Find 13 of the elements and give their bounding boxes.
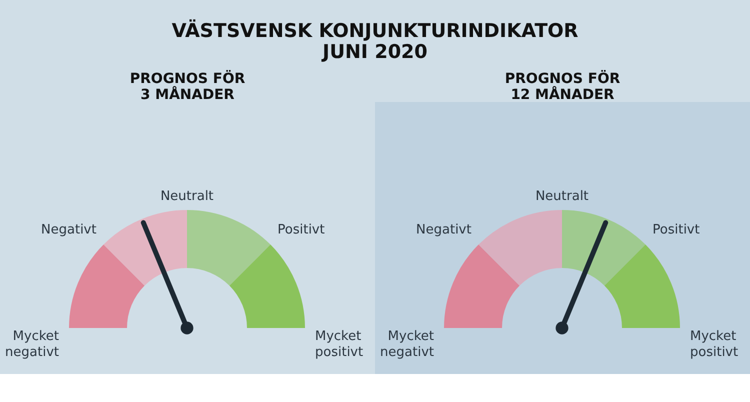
chart-subtitle: PROGNOS FÖR 12 MÅNADER	[504, 70, 620, 103]
slice-label: Mycket negativt	[380, 329, 434, 360]
text: Neutralt	[535, 189, 589, 204]
slice-label: Positivt	[652, 222, 700, 238]
chart-subtitle: PROGNOS FÖR 3 MÅNADER	[130, 70, 246, 103]
slice-label: Mycket negativt	[5, 329, 59, 360]
slice-label: Mycket positivt	[690, 329, 738, 360]
slice-label: Positivt	[278, 222, 325, 238]
slice-label: Negativt	[416, 222, 472, 238]
slice-label: Negativt	[41, 222, 96, 238]
text: Neutralt	[160, 189, 214, 204]
slice-label: Mycket positivt	[315, 329, 364, 360]
chart-title: VÄSTSVENSK KONJUNKTURINDIKATOR JUNI 2020	[172, 19, 579, 63]
